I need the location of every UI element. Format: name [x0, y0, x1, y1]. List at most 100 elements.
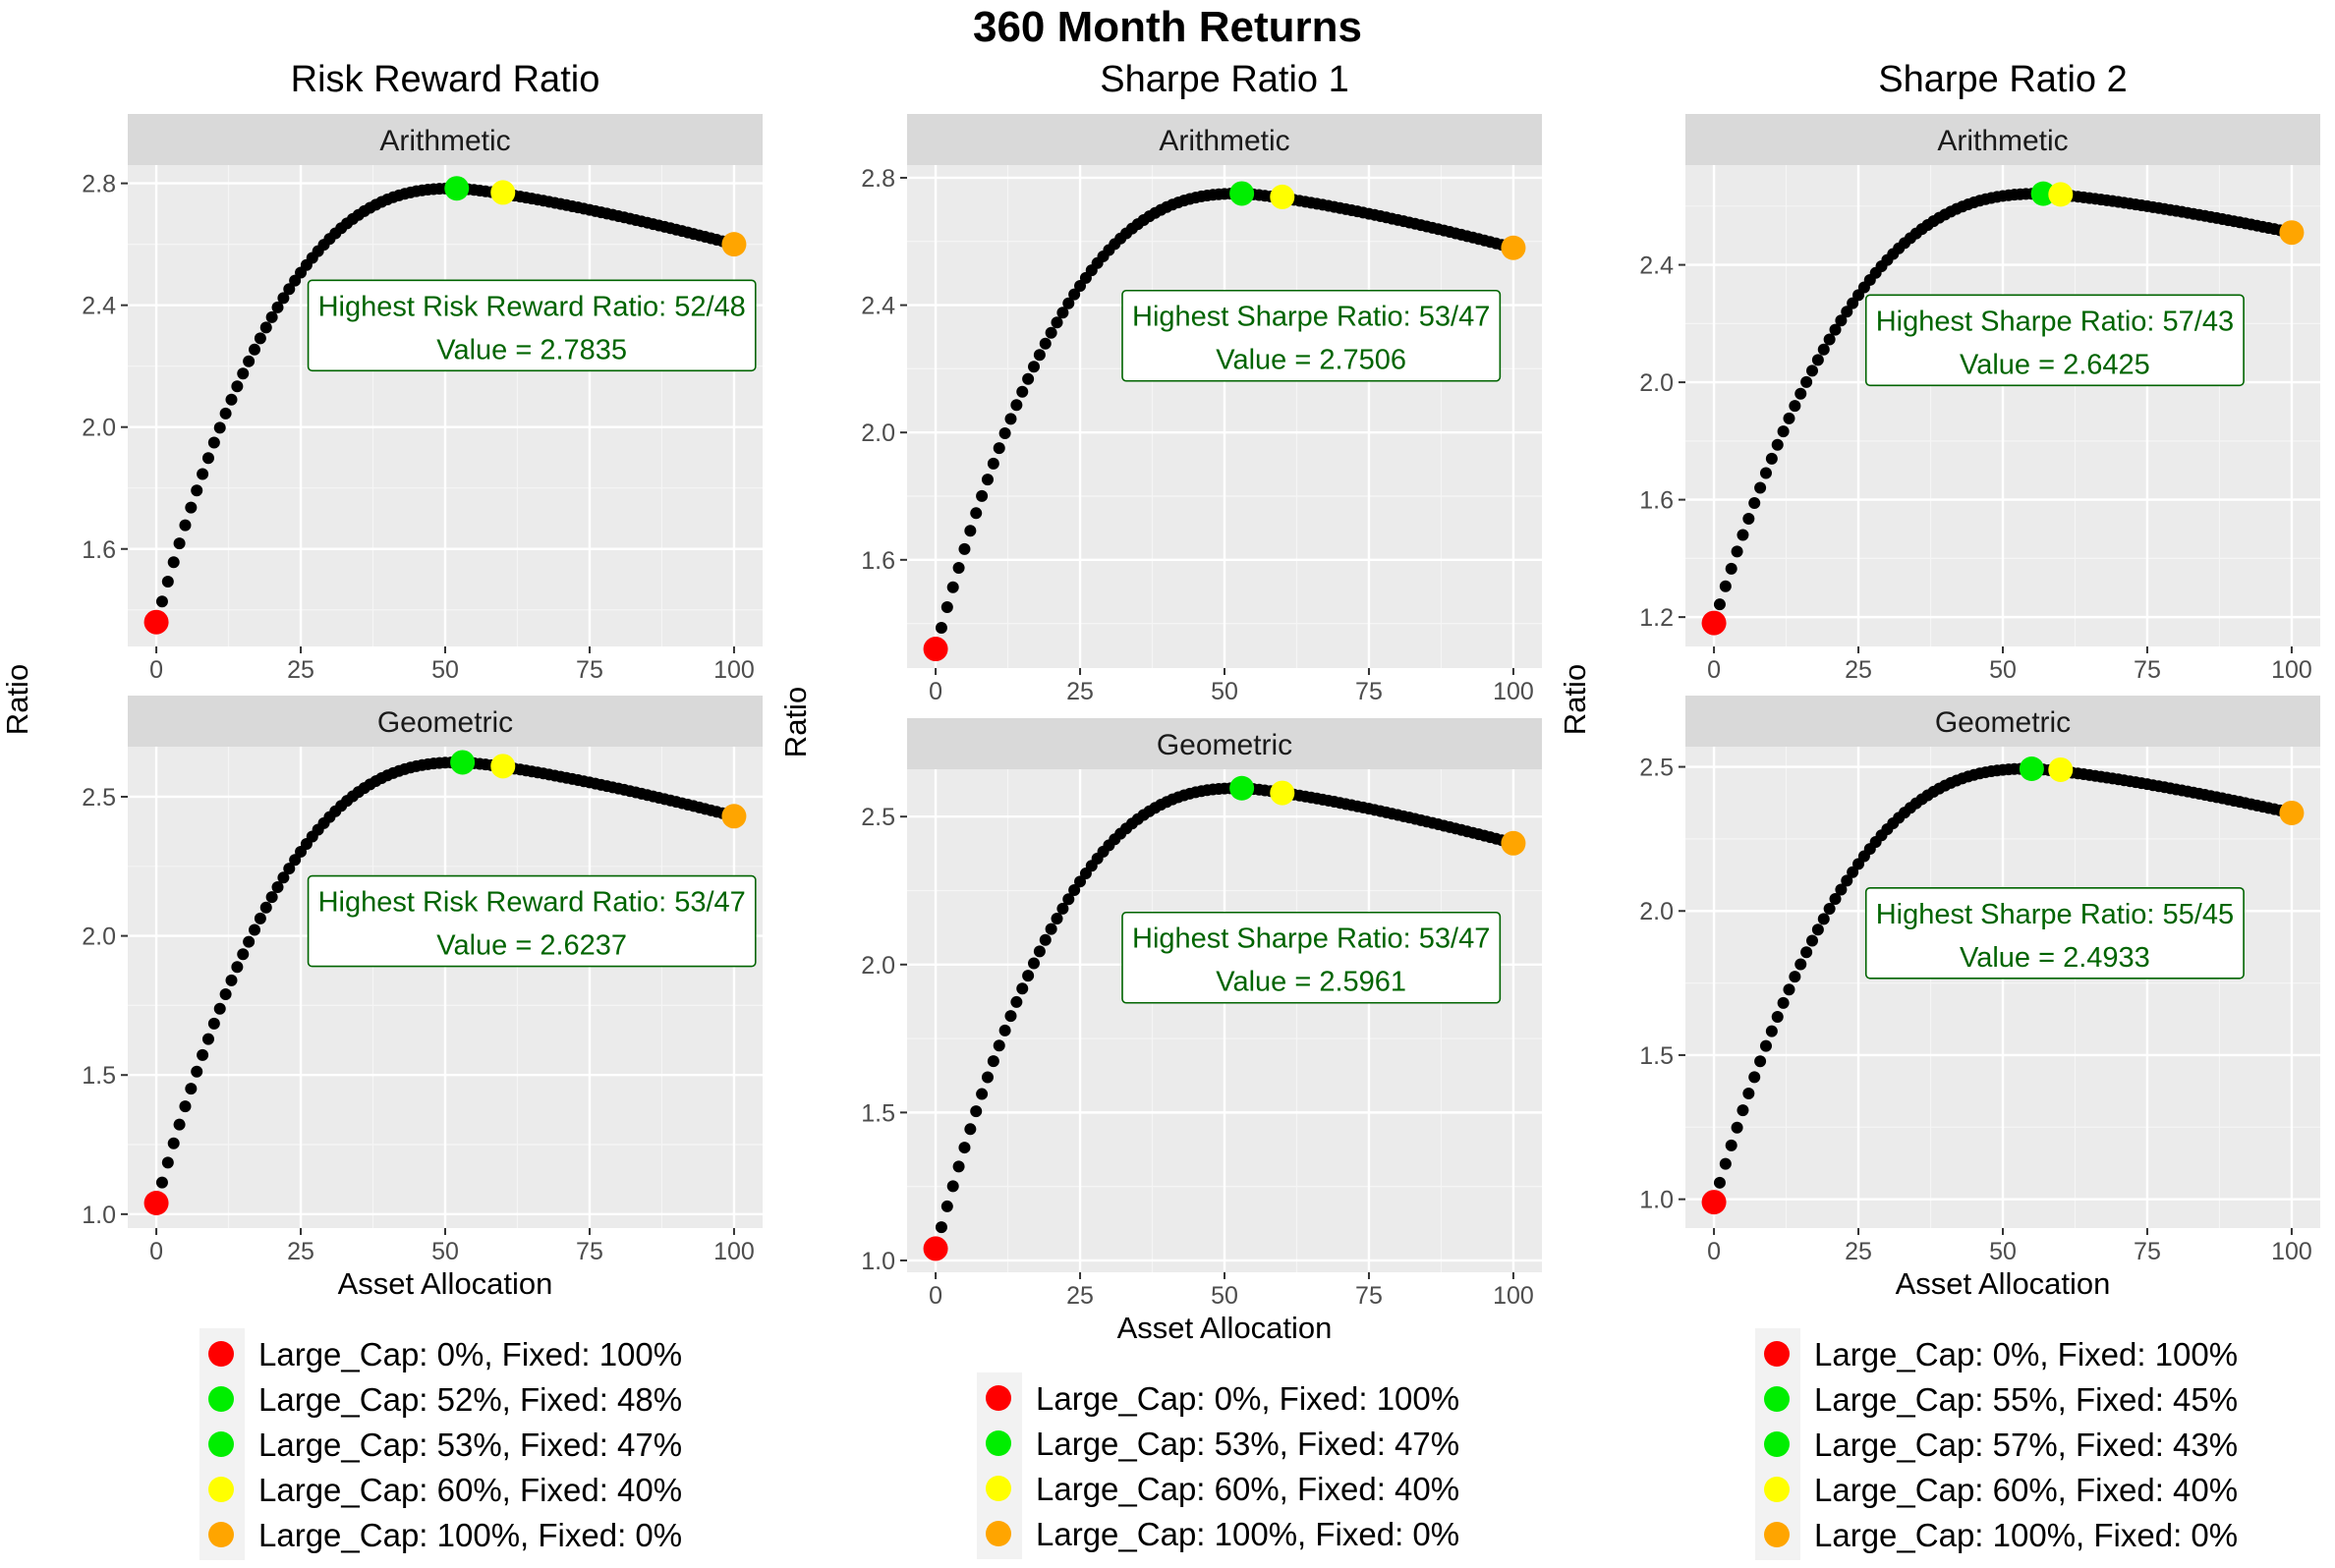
data-point	[1010, 995, 1023, 1008]
x-axis-label: Asset Allocation	[1117, 1311, 1333, 1345]
highlight-point	[2019, 756, 2044, 782]
data-point	[1829, 893, 1842, 906]
y-axis-label: Ratio	[778, 687, 813, 757]
data-point	[173, 1118, 186, 1131]
data-point	[1806, 934, 1819, 947]
data-point	[1068, 884, 1081, 897]
data-point	[173, 537, 186, 550]
highlight-point	[143, 609, 169, 635]
legend-label: Large_Cap: 0%, Fixed: 100%	[1036, 1380, 1459, 1417]
legend-label: Large_Cap: 60%, Fixed: 40%	[1814, 1472, 2238, 1508]
x-tick-label: 100	[1493, 1282, 1534, 1310]
data-point	[265, 310, 278, 323]
highlight-point	[490, 754, 516, 779]
highlight-point	[2279, 220, 2305, 246]
x-tick-label: 25	[287, 1238, 314, 1265]
x-tick-label: 25	[1845, 1238, 1872, 1265]
x-tick-label: 0	[929, 1282, 942, 1310]
data-point	[283, 283, 296, 296]
facet-strip	[907, 114, 1542, 165]
panel-geometric: Geometric 0 25 50 75 100 1.0 1.5 2.0 2.5 Highest R…	[82, 696, 763, 1265]
data-point	[1841, 874, 1853, 887]
legend-label: Large_Cap: 53%, Fixed: 47%	[258, 1427, 682, 1463]
data-point	[155, 1176, 168, 1189]
legend-key	[1764, 1431, 1790, 1457]
data-point	[1033, 349, 1046, 362]
x-tick-label: 50	[1989, 1238, 2017, 1265]
data-point	[1033, 945, 1046, 958]
highlight-point	[450, 750, 476, 775]
data-point	[201, 1033, 214, 1045]
data-point	[185, 1083, 198, 1095]
highlight-point	[490, 180, 516, 205]
data-point	[1794, 958, 1807, 971]
data-point	[1748, 1071, 1761, 1084]
data-point	[952, 1160, 965, 1173]
legend-label: Large_Cap: 100%, Fixed: 0%	[258, 1517, 682, 1553]
data-point	[1056, 902, 1069, 915]
data-point	[1811, 354, 1824, 366]
data-point	[1841, 306, 1853, 318]
x-tick-label: 75	[576, 1238, 603, 1265]
panel-geometric: Geometric 0 25 50 75 100 1.0 1.5 2.0 2.5 Highest S…	[1639, 696, 2320, 1265]
column-title: Sharpe Ratio 2	[1878, 59, 2128, 100]
data-point	[283, 863, 296, 875]
facet-strip	[1685, 114, 2320, 165]
data-point	[970, 1105, 983, 1118]
column-title: Sharpe Ratio 1	[1100, 59, 1349, 100]
highlight-point	[923, 637, 948, 662]
data-point	[1022, 372, 1035, 385]
legend-key	[208, 1431, 234, 1457]
chart-column-3: Sharpe Ratio 2 Ratio Asset Allocation Arith…	[1558, 59, 2320, 1560]
data-point	[1835, 883, 1848, 896]
y-tick-label: 1.5	[861, 1099, 895, 1127]
data-point	[207, 436, 220, 449]
y-tick-label: 2.8	[861, 165, 895, 193]
data-point	[249, 924, 261, 936]
data-point	[243, 355, 256, 367]
y-tick-label: 2.0	[861, 420, 895, 447]
column-title: Risk Reward Ratio	[291, 59, 600, 100]
legend-label: Large_Cap: 60%, Fixed: 40%	[258, 1472, 682, 1508]
y-tick-label: 1.5	[82, 1062, 116, 1090]
legend-label: Large_Cap: 0%, Fixed: 100%	[1814, 1336, 2238, 1372]
x-tick-label: 0	[1707, 1238, 1721, 1265]
facet-strip	[1685, 696, 2320, 747]
y-tick-label: 2.0	[82, 924, 116, 951]
annotation: Highest Sharpe Ratio: 53/47 Value = 2.596…	[1121, 911, 1502, 1004]
legend-key	[1764, 1386, 1790, 1412]
annotation-line-2: Value = 2.7506	[1216, 345, 1406, 376]
highlight-point	[1270, 184, 1295, 209]
data-point	[1789, 971, 1801, 983]
data-point	[259, 321, 272, 334]
y-tick-label: 1.6	[1639, 487, 1674, 515]
x-tick-label: 100	[1493, 678, 1534, 705]
legend-key	[1764, 1522, 1790, 1547]
data-point	[1725, 562, 1737, 575]
highlight-point	[1701, 1190, 1727, 1215]
highlight-point	[721, 232, 747, 257]
x-tick-label: 100	[2271, 656, 2312, 684]
x-tick-label: 50	[1211, 678, 1238, 705]
legend-key	[986, 1430, 1011, 1456]
data-point	[1783, 412, 1795, 424]
data-point	[167, 1137, 180, 1149]
data-point	[231, 961, 244, 974]
data-point	[935, 1221, 947, 1234]
data-point	[225, 974, 238, 986]
data-point	[1725, 1139, 1737, 1151]
data-point	[161, 1156, 174, 1169]
y-tick-label: 1.2	[1639, 604, 1674, 632]
data-point	[1016, 982, 1029, 995]
y-tick-label: 2.4	[861, 293, 895, 320]
y-tick-label: 1.0	[861, 1248, 895, 1275]
highlight-point	[143, 1191, 169, 1216]
annotation-box	[1121, 911, 1502, 1004]
data-point	[179, 1100, 192, 1113]
legend-key	[208, 1477, 234, 1502]
highlight-point	[923, 1236, 948, 1261]
x-tick-label: 50	[1989, 656, 2017, 684]
annotation-line-2: Value = 2.4933	[1960, 942, 2150, 974]
data-point	[981, 1071, 994, 1084]
